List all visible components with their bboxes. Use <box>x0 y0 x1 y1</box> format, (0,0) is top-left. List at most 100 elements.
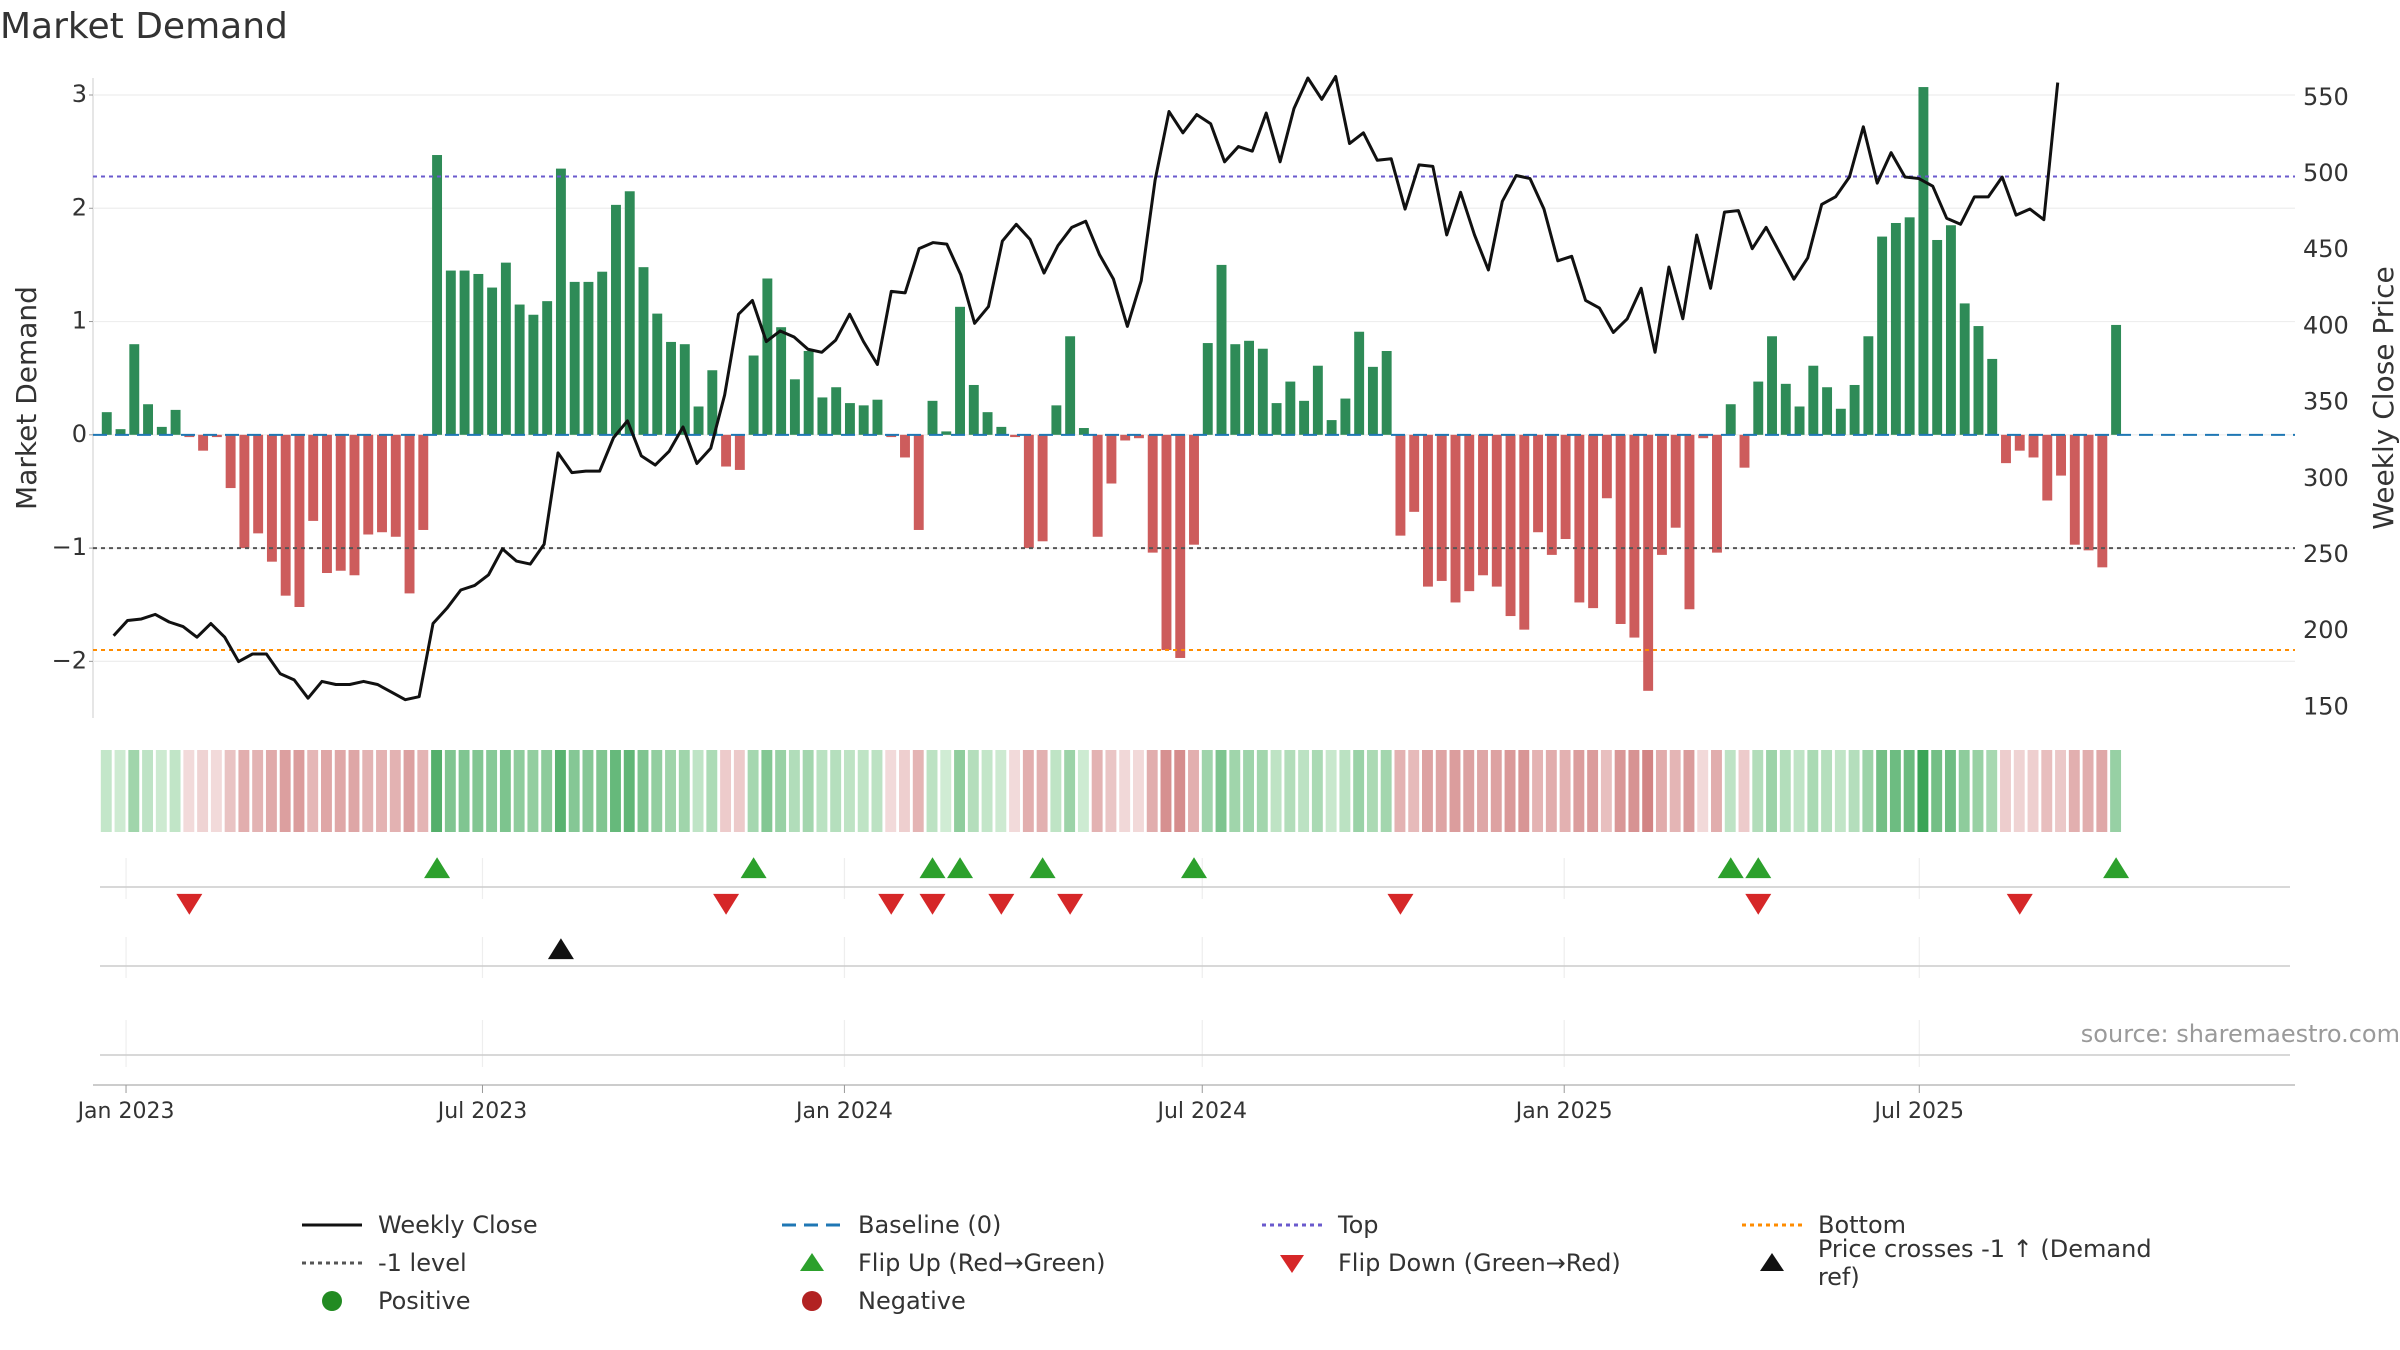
demand-bar <box>1519 434 1530 630</box>
x-tick-label: Jan 2025 <box>1514 1099 1613 1124</box>
demand-bar <box>1257 348 1268 435</box>
heat-strip-cell <box>2013 750 2025 832</box>
heat-strip-cell <box>568 750 580 832</box>
demand-bar <box>734 434 745 470</box>
demand-bar <box>1175 434 1186 658</box>
heat-strip-cell <box>678 750 690 832</box>
heat-strip-cell <box>1752 750 1764 832</box>
y-axis-title: Market Demand <box>10 286 43 510</box>
heat-strip-cell <box>499 750 511 832</box>
heat-strip-cell <box>1518 750 1530 832</box>
heat-strip-cell <box>100 750 112 832</box>
heat-strip-cell <box>1958 750 1970 832</box>
heat-strip-cell <box>1559 750 1571 832</box>
heat-strip-cell <box>1628 750 1640 832</box>
demand-bar <box>666 341 676 435</box>
y2-axis-title: Weekly Close Price <box>2367 266 2400 529</box>
heat-strip-cell <box>788 750 800 832</box>
flip-down-marker <box>2006 893 2033 915</box>
demand-bar <box>1464 434 1475 592</box>
heat-strip-cell <box>1614 750 1626 832</box>
demand-bar <box>377 434 387 533</box>
heat-strip-cell <box>1876 750 1888 832</box>
heat-strip-cell <box>775 750 787 832</box>
y-tick-label: −1 <box>52 533 87 561</box>
heat-strip-cell <box>334 750 346 832</box>
heat-strip-cell <box>651 750 663 832</box>
demand-bar <box>1863 336 1874 435</box>
heat-strip-cell <box>1449 750 1461 832</box>
heat-strip-cell <box>2041 750 2053 832</box>
demand-bar <box>1643 434 1654 691</box>
legend-item: Baseline (0) <box>780 1210 1260 1240</box>
heat-strip-cell <box>1408 750 1420 832</box>
demand-bar <box>1216 264 1227 435</box>
demand-bar <box>789 379 800 435</box>
flip-up-marker <box>1717 857 1744 879</box>
heat-strip-cell <box>885 750 897 832</box>
demand-bar <box>445 270 456 435</box>
flip-down-marker <box>919 893 946 915</box>
heat-strip-cell <box>1972 750 1984 832</box>
heat-strip-cell <box>2096 750 2108 832</box>
heat-strip-cell <box>293 750 305 832</box>
legend-symbol-icon <box>780 1248 844 1278</box>
y2-tick-label: 350 <box>2303 388 2349 416</box>
demand-bar <box>1423 434 1433 587</box>
heat-strip-cell <box>1091 750 1103 832</box>
demand-bar <box>1340 398 1351 435</box>
heat-strip-cell <box>2000 750 2011 832</box>
demand-bar <box>1684 434 1695 610</box>
demand-bar <box>1299 400 1310 435</box>
heat-strip-cell <box>279 750 291 832</box>
heat-strip-cell <box>197 750 209 832</box>
heat-strip-cell <box>458 750 470 832</box>
demand-bar <box>156 426 167 435</box>
demand-bar <box>1629 434 1640 638</box>
heat-strip-cell <box>1889 750 1901 832</box>
heat-strip-cell <box>1201 750 1213 832</box>
demand-bar <box>941 431 952 435</box>
demand-bar <box>1381 350 1392 435</box>
source-credit: source: sharemaestro.com <box>2080 1020 2400 1048</box>
demand-bar <box>1560 434 1571 540</box>
demand-bar <box>1409 434 1420 512</box>
demand-bar <box>886 434 897 438</box>
heat-strip-cell <box>706 750 718 832</box>
demand-bar <box>1588 434 1599 609</box>
flip-down-marker <box>176 893 203 915</box>
demand-bar <box>1932 239 1943 435</box>
demand-bar <box>1244 340 1255 435</box>
heat-strip-cell <box>1848 750 1860 832</box>
x-tick-label: Jan 2024 <box>794 1099 893 1124</box>
heat-strip-cell <box>1917 750 1929 832</box>
demand-bar <box>2042 434 2053 501</box>
heat-strip-cell <box>1353 750 1365 832</box>
demand-bar <box>514 304 525 435</box>
chart-title: Market Demand <box>0 6 288 47</box>
demand-bar <box>982 412 993 435</box>
demand-bar <box>611 204 621 435</box>
demand-bar <box>583 281 594 435</box>
demand-bar <box>1037 434 1048 542</box>
demand-bar <box>1078 428 1089 435</box>
heat-strip-cell <box>954 750 965 832</box>
heat-strip-cell <box>210 750 222 832</box>
heat-strip-cell <box>1821 750 1833 832</box>
demand-bar <box>776 327 787 435</box>
demand-bar <box>2056 434 2066 476</box>
heat-strip-cell <box>995 750 1007 832</box>
demand-bar <box>1849 384 1860 435</box>
heat-strip-cell <box>1394 750 1406 832</box>
heat-strip-cell <box>1793 750 1805 832</box>
demand-bar <box>1120 434 1131 441</box>
heat-strip-cell <box>1064 750 1076 832</box>
heat-strip-cell <box>1366 750 1378 832</box>
heat-strip-cell <box>1683 750 1695 832</box>
demand-bar <box>803 350 814 435</box>
y2-tick-label: 250 <box>2303 540 2349 568</box>
heat-strip-cell <box>830 750 842 832</box>
demand-bar <box>555 168 566 435</box>
demand-bar <box>913 434 924 530</box>
heat-strip-cell <box>596 750 608 832</box>
